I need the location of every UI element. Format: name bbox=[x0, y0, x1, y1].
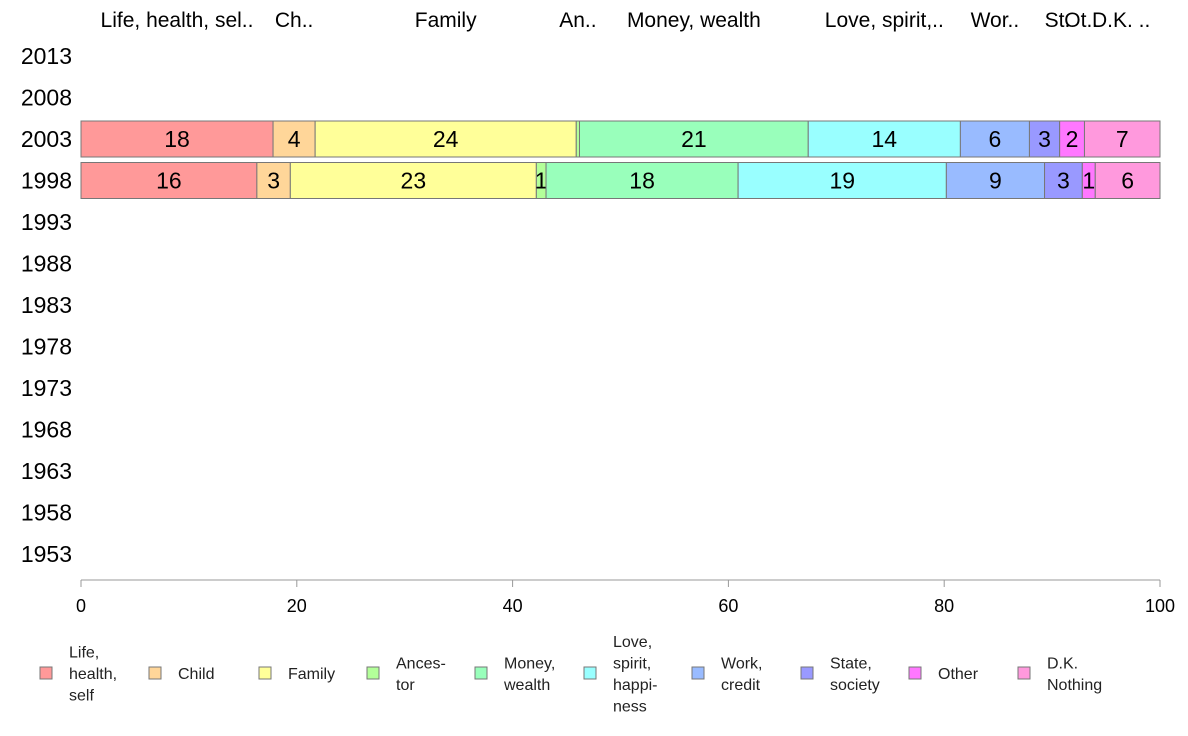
legend-label: self bbox=[69, 688, 94, 705]
legend-label: ness bbox=[613, 698, 647, 715]
legend-label: Child bbox=[178, 666, 214, 683]
year-label: 1983 bbox=[21, 292, 72, 318]
bar-value-label: 2 bbox=[1066, 126, 1079, 152]
bar-value-label: 6 bbox=[989, 126, 1002, 152]
bar-segment bbox=[578, 120, 809, 158]
legend-label: D.K. bbox=[1047, 655, 1078, 672]
legend-swatch bbox=[366, 666, 380, 680]
top-category-label: St. bbox=[1045, 9, 1071, 32]
legend-label: Life, bbox=[69, 645, 99, 662]
legend-label: society bbox=[830, 677, 880, 694]
bar-segment bbox=[1094, 162, 1161, 199]
legend-label: tor bbox=[396, 677, 415, 694]
top-category-label: Wor.. bbox=[971, 9, 1020, 32]
year-label: 2008 bbox=[21, 85, 72, 111]
x-tick-label: 100 bbox=[1145, 596, 1175, 616]
top-category-label: An.. bbox=[559, 9, 596, 32]
year-label: 2003 bbox=[21, 126, 72, 152]
legend-label: happi- bbox=[613, 677, 657, 694]
bar-value-label: 18 bbox=[164, 126, 190, 152]
legend-swatch bbox=[474, 666, 488, 680]
bar-value-label: 9 bbox=[989, 168, 1002, 194]
year-label: 1973 bbox=[21, 375, 72, 401]
bar-value-label: 4 bbox=[288, 126, 301, 152]
legend-label: credit bbox=[721, 677, 761, 694]
top-category-label: Love, spirit,.. bbox=[825, 9, 944, 32]
legend-swatch bbox=[583, 666, 597, 680]
bar-value-label: 21 bbox=[681, 126, 707, 152]
top-category-label: Ot.. bbox=[1064, 9, 1098, 32]
top-category-label: D.K. .. bbox=[1092, 9, 1150, 32]
bar-value-label: 18 bbox=[629, 168, 655, 194]
top-category-label: Family bbox=[415, 9, 477, 32]
bar-segment bbox=[314, 120, 577, 158]
legend-label: Other bbox=[938, 666, 979, 683]
legend-label: State, bbox=[830, 655, 872, 672]
legend-swatch bbox=[1017, 666, 1031, 680]
top-category-label: Life, health, sel.. bbox=[101, 9, 254, 32]
legend-label: Work, bbox=[721, 655, 762, 672]
x-tick-label: 40 bbox=[503, 596, 523, 616]
x-tick-label: 20 bbox=[287, 596, 307, 616]
top-category-label: Money, wealth bbox=[627, 9, 761, 32]
legend-label: wealth bbox=[503, 677, 550, 694]
legend-swatch bbox=[148, 666, 162, 680]
bar-value-label: 3 bbox=[1057, 168, 1070, 194]
bar-value-label: 19 bbox=[829, 168, 855, 194]
legend-label: spirit, bbox=[613, 655, 651, 672]
x-tick-label: 80 bbox=[934, 596, 954, 616]
year-label: 1968 bbox=[21, 417, 72, 443]
year-label: 1963 bbox=[21, 458, 72, 484]
x-tick-label: 0 bbox=[76, 596, 86, 616]
year-label: 1978 bbox=[21, 334, 72, 360]
year-label: 2013 bbox=[21, 43, 72, 69]
bar-value-label: 16 bbox=[156, 168, 182, 194]
legend-label: Nothing bbox=[1047, 677, 1102, 694]
legend-swatch bbox=[800, 666, 814, 680]
legend-swatch bbox=[39, 666, 53, 680]
bar-value-label: 14 bbox=[872, 126, 898, 152]
bar-segment bbox=[545, 162, 739, 199]
bar-segment bbox=[1083, 120, 1161, 158]
legend-label: Love, bbox=[613, 634, 652, 651]
legend-label: health, bbox=[69, 666, 117, 683]
year-label: 1958 bbox=[21, 500, 72, 526]
bar-segment bbox=[1028, 120, 1061, 158]
bar-value-label: 1 bbox=[1082, 168, 1095, 194]
year-label: 1993 bbox=[21, 209, 72, 235]
x-tick-label: 60 bbox=[718, 596, 738, 616]
legend-label: Family bbox=[288, 666, 335, 683]
bar-value-label: 3 bbox=[1038, 126, 1051, 152]
bar-value-label: 1 bbox=[535, 168, 548, 194]
bar-value-label: 7 bbox=[1116, 126, 1129, 152]
legend-swatch bbox=[908, 666, 922, 680]
year-label: 1953 bbox=[21, 541, 72, 567]
bar-segment bbox=[80, 120, 274, 158]
bar-value-label: 6 bbox=[1121, 168, 1134, 194]
legend-swatch bbox=[258, 666, 272, 680]
top-category-label: Ch.. bbox=[275, 9, 314, 32]
bar-segment bbox=[256, 162, 291, 199]
bar-value-label: 23 bbox=[401, 168, 427, 194]
legend-label: Ances- bbox=[396, 655, 446, 672]
legend-swatch bbox=[691, 666, 705, 680]
year-label: 1998 bbox=[21, 168, 72, 194]
legend-label: Money, bbox=[504, 655, 555, 672]
bar-segment bbox=[807, 120, 961, 158]
bar-value-label: 24 bbox=[433, 126, 459, 152]
bar-value-label: 3 bbox=[267, 168, 280, 194]
year-label: 1988 bbox=[21, 251, 72, 277]
